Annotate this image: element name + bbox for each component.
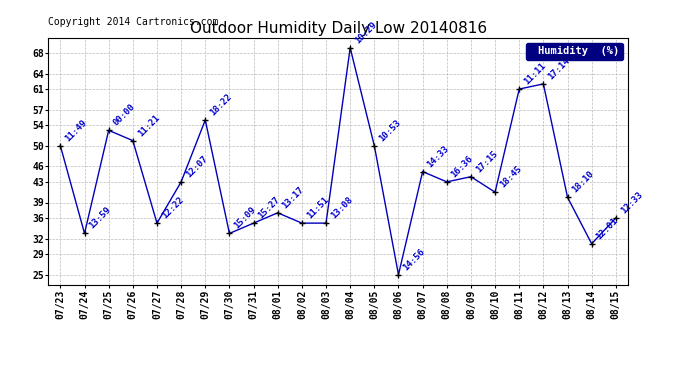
- Text: 14:56: 14:56: [402, 247, 426, 272]
- Text: 11:49: 11:49: [63, 118, 88, 143]
- Text: 13:08: 13:08: [329, 195, 354, 220]
- Text: 14:33: 14:33: [426, 144, 451, 169]
- Text: 11:11: 11:11: [522, 61, 547, 87]
- Text: 12:33: 12:33: [619, 190, 644, 215]
- Title: Outdoor Humidity Daily Low 20140816: Outdoor Humidity Daily Low 20140816: [190, 21, 486, 36]
- Text: 11:51: 11:51: [305, 195, 330, 220]
- Text: Copyright 2014 Cartronics.com: Copyright 2014 Cartronics.com: [48, 17, 219, 27]
- Text: 12:01: 12:01: [595, 216, 620, 241]
- Text: 16:36: 16:36: [450, 154, 475, 179]
- Text: 10:53: 10:53: [377, 118, 402, 143]
- Text: 13:17: 13:17: [281, 185, 306, 210]
- Text: 17:14: 17:14: [546, 56, 571, 81]
- Text: 18:22: 18:22: [208, 92, 233, 117]
- Text: 10:29: 10:29: [353, 20, 378, 45]
- Text: 12:22: 12:22: [160, 195, 185, 220]
- Text: 18:10: 18:10: [571, 170, 595, 195]
- Text: 13:59: 13:59: [88, 206, 112, 231]
- Text: 15:27: 15:27: [257, 195, 282, 220]
- Text: 15:09: 15:09: [233, 206, 257, 231]
- Text: 18:45: 18:45: [498, 164, 523, 190]
- Text: 11:21: 11:21: [136, 112, 161, 138]
- Text: 12:07: 12:07: [184, 154, 209, 179]
- Legend: Humidity  (%): Humidity (%): [526, 43, 622, 60]
- Text: 00:00: 00:00: [112, 102, 137, 128]
- Text: 17:15: 17:15: [474, 149, 499, 174]
